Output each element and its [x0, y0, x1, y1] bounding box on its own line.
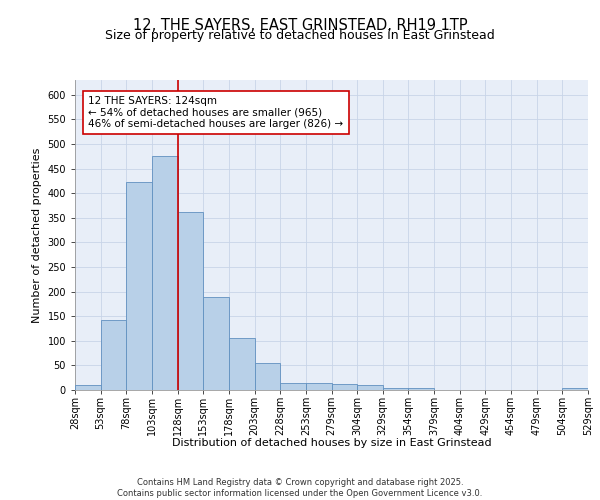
Bar: [254, 364, 280, 390]
Y-axis label: Number of detached properties: Number of detached properties: [32, 148, 42, 322]
Bar: [306, 382, 331, 390]
Bar: [409, 388, 434, 390]
Bar: [152, 156, 178, 390]
X-axis label: Distribution of detached houses by size in East Grinstead: Distribution of detached houses by size …: [172, 438, 491, 448]
Bar: [75, 385, 101, 390]
Bar: [203, 296, 229, 390]
Bar: [101, 320, 127, 390]
Text: 12 THE SAYERS: 124sqm
← 54% of detached houses are smaller (965)
46% of semi-det: 12 THE SAYERS: 124sqm ← 54% of detached …: [88, 96, 343, 129]
Text: Size of property relative to detached houses in East Grinstead: Size of property relative to detached ho…: [105, 29, 495, 42]
Bar: [127, 182, 152, 390]
Bar: [357, 385, 383, 390]
Bar: [331, 384, 357, 390]
Bar: [178, 212, 203, 390]
Bar: [229, 338, 254, 390]
Text: Contains HM Land Registry data © Crown copyright and database right 2025.
Contai: Contains HM Land Registry data © Crown c…: [118, 478, 482, 498]
Bar: [562, 388, 588, 390]
Bar: [280, 382, 306, 390]
Text: 12, THE SAYERS, EAST GRINSTEAD, RH19 1TP: 12, THE SAYERS, EAST GRINSTEAD, RH19 1TP: [133, 18, 467, 32]
Bar: [383, 388, 409, 390]
